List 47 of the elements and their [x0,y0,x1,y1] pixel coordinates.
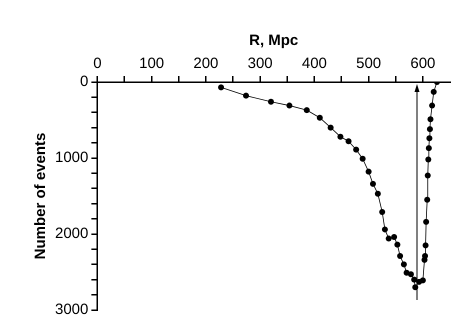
point [243,92,250,99]
x-tick-label: 300 [248,55,273,72]
point [374,190,381,197]
point [425,156,432,163]
point [286,102,292,109]
x-axis-title: R, Mpc [249,32,298,50]
point [379,208,386,215]
point [422,242,429,248]
x-tick-label: 200 [193,55,218,72]
point [394,242,400,248]
point [420,277,426,284]
point [304,107,310,114]
point [382,226,388,232]
x-tick-label: 600 [410,55,436,72]
point [400,261,407,268]
x-tick-label: 0 [93,55,102,72]
point [426,145,432,152]
point [424,172,431,178]
y-tick-label: 3000 [54,301,88,318]
y-axis-title: Number of events [32,132,50,260]
y-tick-label: 1000 [54,149,88,166]
point [268,98,274,105]
point [366,168,372,175]
point [337,134,344,140]
point [218,84,224,90]
x-tick-label: 100 [139,55,164,72]
y-tick-label: 0 [80,73,88,90]
point [427,116,434,122]
x-tick-label: 400 [302,55,327,72]
point [426,126,433,132]
x-tick-label: 500 [356,55,382,72]
point [423,218,430,225]
point [391,234,398,240]
point [353,146,360,153]
point [429,102,436,109]
y-tick-label: 2000 [54,225,88,242]
point [424,196,430,203]
point [346,138,352,144]
point [408,271,414,278]
point [328,124,334,131]
point [360,156,366,162]
point [426,135,432,142]
point [430,88,437,95]
point [386,236,392,242]
point [316,114,323,121]
point [370,180,376,187]
point [397,253,404,260]
